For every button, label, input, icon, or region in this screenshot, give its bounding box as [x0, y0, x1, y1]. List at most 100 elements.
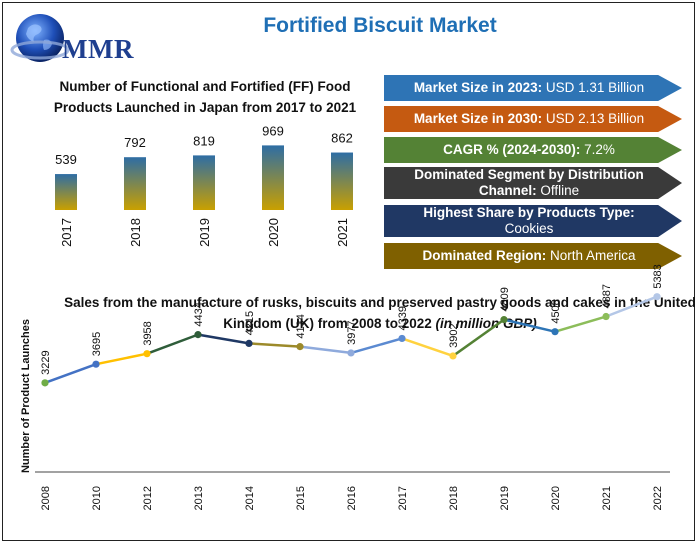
- line-point: [653, 293, 661, 301]
- info-box-value: North America: [546, 248, 636, 263]
- info-box-value: USD 1.31 Billion: [542, 80, 645, 95]
- info-box-value: USD 2.13 Billion: [542, 111, 645, 126]
- line-data-label: 4887: [601, 284, 613, 308]
- line-x-tick-label: 2022: [652, 486, 664, 510]
- line-point: [347, 349, 355, 357]
- bar-data-label: 539: [55, 152, 77, 167]
- line-data-label: 4134: [295, 314, 307, 338]
- line-segment: [503, 318, 556, 333]
- bar-data-label: 819: [193, 133, 215, 148]
- line-point: [296, 343, 304, 351]
- line-data-label: 4215: [244, 311, 256, 335]
- line-x-tick-label: 2008: [40, 486, 52, 510]
- line-x-tick-label: 2018: [448, 486, 460, 510]
- line-data-label: 3902: [448, 323, 460, 347]
- info-box-label: CAGR % (2024-2030):: [443, 142, 581, 157]
- info-box-text: Dominated Region: North America: [422, 248, 635, 264]
- page-title: Fortified Biscuit Market: [263, 14, 497, 37]
- info-box-label: Highest Share by Products Type:: [423, 205, 635, 220]
- info-box-value: Offline: [536, 183, 580, 198]
- line-point: [143, 350, 151, 358]
- line-data-label: 4508: [550, 299, 562, 323]
- bar-x-tick-label: 2017: [59, 218, 74, 247]
- line-data-label: 3229: [40, 350, 52, 374]
- info-box-text: Dominated Segment by Distribution Channe…: [398, 167, 660, 199]
- line-point: [41, 379, 49, 387]
- bar-data-label: 969: [262, 123, 284, 138]
- bar-x-tick-label: 2019: [197, 218, 212, 247]
- bar-chart-title: Number of Functional and Fortified (FF) …: [53, 79, 357, 115]
- line-point: [194, 331, 202, 339]
- line-segment: [146, 333, 199, 355]
- line-segment: [452, 318, 505, 357]
- line-data-label: 3695: [91, 332, 103, 356]
- info-box: Highest Share by Products Type: Cookies: [384, 205, 682, 237]
- line-chart-title: Sales from the manufacture of rusks, bis…: [60, 292, 697, 334]
- line-point: [449, 352, 457, 360]
- info-box-value: Cookies: [504, 221, 554, 236]
- line-x-tick-label: 2014: [244, 486, 256, 510]
- line-segment: [248, 342, 301, 348]
- line-data-label: 3977: [346, 320, 358, 344]
- line-x-tick-label: 2012: [142, 486, 154, 510]
- line-chart-title-main: Sales from the manufacture of rusks, bis…: [64, 295, 696, 331]
- info-box-label: Market Size in 2030:: [413, 111, 543, 126]
- line-x-tick-label: 2020: [550, 486, 562, 510]
- info-box-text: Market Size in 2030: USD 2.13 Billion: [414, 111, 644, 127]
- info-box: Market Size in 2023: USD 1.31 Billion: [384, 75, 682, 101]
- line-point: [398, 334, 406, 343]
- line-point: [551, 328, 559, 336]
- line-x-tick-label: 2013: [193, 486, 205, 510]
- line-segment: [44, 363, 97, 385]
- line-x-tick-label: 2021: [601, 486, 613, 510]
- bar: [55, 174, 77, 210]
- line-point: [245, 339, 253, 347]
- info-box-label: Market Size in 2023:: [413, 80, 543, 95]
- bar-data-label: 792: [124, 135, 146, 150]
- line-data-label: 4339: [397, 306, 409, 330]
- info-box: Dominated Segment by Distribution Channe…: [384, 167, 682, 199]
- info-box: Dominated Region: North America: [384, 243, 682, 269]
- mmr-logo: MMR: [10, 10, 145, 70]
- line-chart-title-unit: (in million GBP): [435, 316, 537, 331]
- line-data-label: 3958: [142, 321, 154, 345]
- bar: [193, 155, 215, 210]
- globe-icon: [10, 14, 70, 62]
- info-box-text: Highest Share by Products Type: Cookies: [398, 205, 660, 237]
- line-x-tick-label: 2017: [397, 486, 409, 510]
- bar: [262, 145, 284, 210]
- logo-text: MMR: [62, 34, 134, 64]
- line-data-label: 4809: [499, 287, 511, 311]
- info-box-label: Dominated Region:: [422, 248, 547, 263]
- bar-x-tick-label: 2018: [128, 218, 143, 247]
- line-point: [602, 312, 610, 321]
- info-box-value: 7.2%: [580, 142, 615, 157]
- info-box: Market Size in 2030: USD 2.13 Billion: [384, 106, 682, 132]
- line-segment: [95, 352, 148, 366]
- line-segment: [401, 337, 454, 358]
- bar: [124, 157, 146, 210]
- line-point: [500, 316, 508, 324]
- line-point: [92, 360, 100, 368]
- info-box-text: CAGR % (2024-2030): 7.2%: [443, 142, 615, 158]
- info-box-label: Dominated Segment by Distribution Channe…: [414, 167, 644, 198]
- info-box: CAGR % (2024-2030): 7.2%: [384, 137, 682, 163]
- line-x-tick-label: 2019: [499, 486, 511, 510]
- line-x-tick-label: 2015: [295, 486, 307, 510]
- line-x-tick-label: 2016: [346, 486, 358, 510]
- line-data-label: 5383: [652, 264, 664, 288]
- line-segment: [197, 333, 250, 345]
- info-box-text: Market Size in 2023: USD 1.31 Billion: [414, 80, 644, 96]
- bar-x-tick-label: 2021: [335, 218, 350, 247]
- line-x-tick-label: 2010: [91, 486, 103, 510]
- line-segment: [605, 295, 658, 318]
- line-data-label: 4434: [193, 302, 205, 326]
- bar-data-label: 862: [331, 131, 353, 146]
- bar-x-tick-label: 2020: [266, 218, 281, 247]
- line-segment: [554, 315, 607, 333]
- bar: [331, 152, 353, 210]
- line-segment: [350, 337, 403, 355]
- line-segment: [299, 345, 352, 355]
